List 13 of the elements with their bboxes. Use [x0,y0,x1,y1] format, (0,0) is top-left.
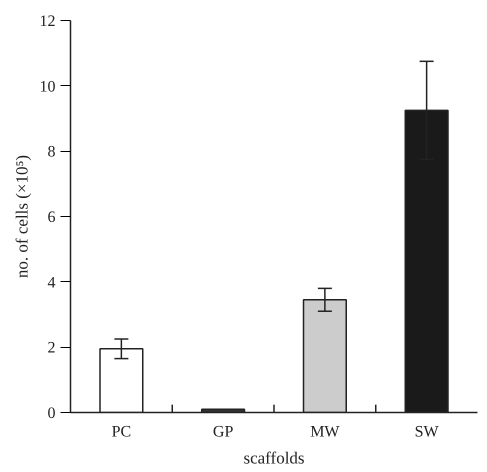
x-tick-label: PC [112,424,132,440]
y-tick-label: 2 [48,340,56,357]
x-tick-label: MW [310,424,340,440]
x-tick-label: GP [212,424,234,440]
x-axis-title: scaffolds [243,448,305,468]
y-tick-label: 10 [40,78,56,96]
y-tick-label: 8 [48,144,56,161]
y-tick-label: 0 [48,405,56,422]
y-tick-label: 6 [48,209,56,226]
y-tick-label: 12 [40,13,56,30]
y-tick-label: 4 [48,274,56,292]
x-tick-label: SW [414,424,440,440]
y-axis-title: no. of cells (×10⁵) [12,154,32,278]
